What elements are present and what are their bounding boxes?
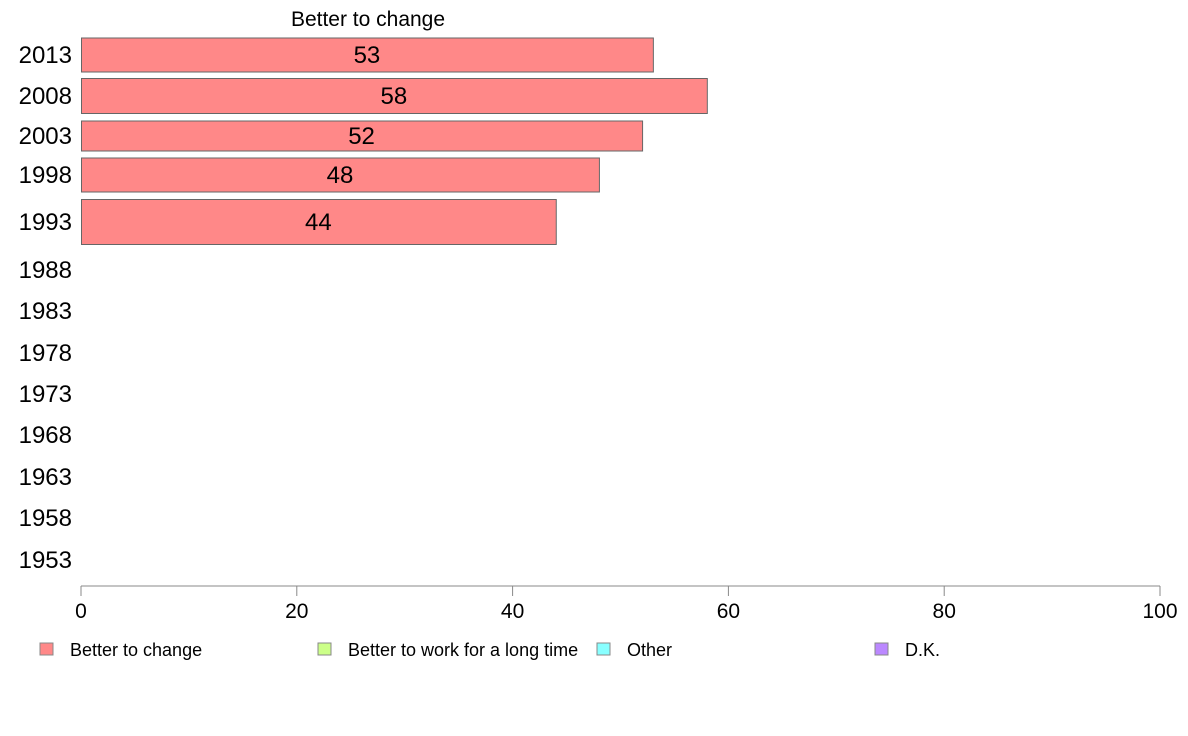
legend-swatch-2 (317, 642, 332, 656)
legend-swatch-3 (596, 642, 611, 656)
legend-label-2: Better to work for a long time (348, 640, 578, 660)
year-label-1963: 1963 (19, 464, 72, 491)
data-label-2003: 52 (348, 123, 375, 150)
data-label-1998: 48 (327, 162, 354, 189)
legend-swatch-4 (874, 642, 889, 656)
year-label-1993: 1993 (19, 209, 72, 236)
bar-1998 (81, 157, 600, 193)
x-axis: 0 20 40 60 80 100 (75, 585, 1178, 623)
bar-2008 (81, 78, 708, 114)
legend-label-4: D.K. (905, 640, 940, 660)
data-label-2013: 53 (354, 42, 381, 69)
year-labels: 2013 2008 2003 1998 1993 1988 1983 1978 1973 1968… (19, 42, 72, 574)
x-tick-label-60: 60 (717, 600, 740, 623)
data-label-1993: 44 (305, 209, 332, 236)
year-label-1978: 1978 (19, 340, 72, 367)
x-tick-label-0: 0 (75, 600, 87, 623)
year-label-2013: 2013 (19, 42, 72, 69)
bar-1993 (81, 199, 557, 245)
bar-2003 (81, 120, 644, 152)
legend-label-3: Other (627, 640, 672, 660)
year-label-2003: 2003 (19, 123, 72, 150)
year-label-1988: 1988 (19, 257, 72, 284)
legend-label-1: Better to change (70, 640, 202, 660)
year-label-1998: 1998 (19, 162, 72, 189)
x-tick-label-100: 100 (1142, 600, 1177, 623)
bar-2013 (81, 37, 654, 73)
data-label-2008: 58 (381, 83, 408, 110)
year-label-1973: 1973 (19, 381, 72, 408)
legend-swatch-1 (39, 642, 54, 656)
year-label-1968: 1968 (19, 422, 72, 449)
year-label-2008: 2008 (19, 83, 72, 110)
year-label-1958: 1958 (19, 505, 72, 532)
year-label-1983: 1983 (19, 298, 72, 325)
x-tick-label-80: 80 (933, 600, 956, 623)
x-tick-label-20: 20 (285, 600, 308, 623)
year-label-1953: 1953 (19, 547, 72, 574)
chart-title: Better to change (291, 8, 445, 31)
legend: Better to change Better to work for a lon… (39, 640, 940, 660)
x-tick-label-40: 40 (501, 600, 524, 623)
